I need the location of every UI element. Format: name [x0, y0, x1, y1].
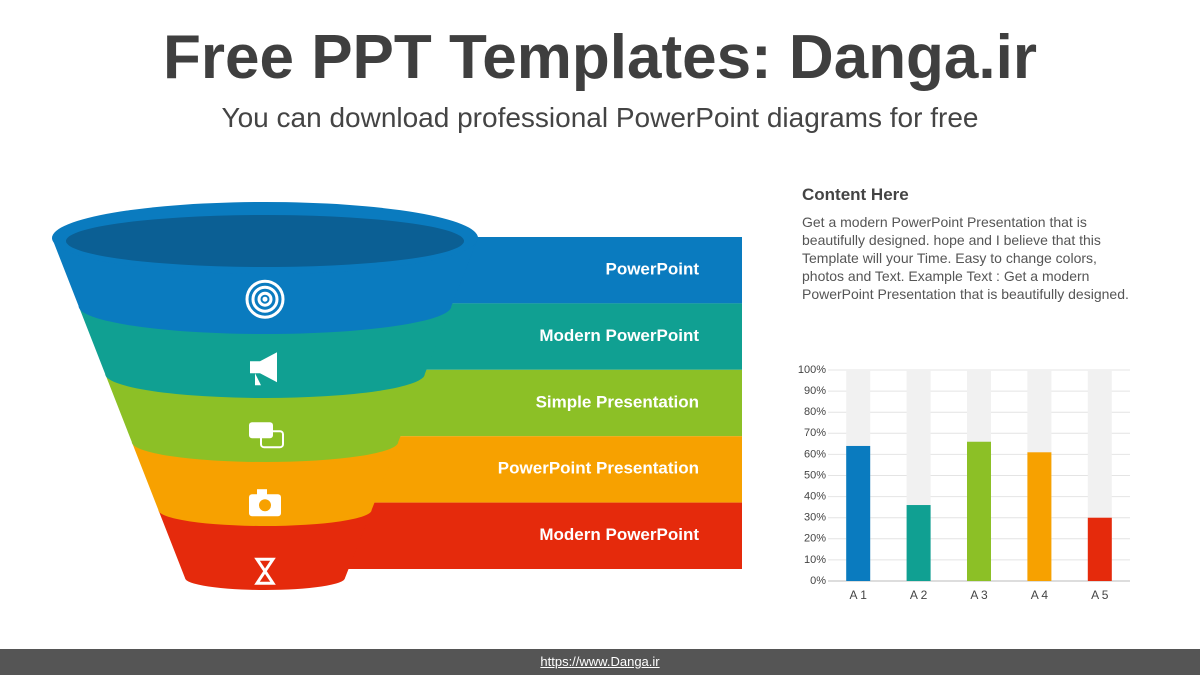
y-tick-label: 90%	[804, 385, 826, 397]
icon-part	[251, 285, 279, 313]
stage-icon	[245, 279, 285, 319]
icon-part	[245, 279, 285, 319]
content-title: Content Here	[802, 185, 909, 204]
footer-link[interactable]: https://www.Danga.ir	[540, 654, 660, 669]
y-tick-label: 10%	[804, 554, 826, 566]
bar	[1087, 517, 1112, 581]
funnel-opening	[66, 215, 464, 267]
stage-icon	[250, 352, 277, 386]
y-tick-label: 0%	[810, 575, 826, 587]
x-tick-label: A 3	[970, 588, 988, 602]
stage-label: Modern PowerPoint	[539, 525, 699, 544]
funnel-band	[131, 442, 399, 527]
bar	[967, 441, 991, 581]
stage-icon	[249, 489, 281, 517]
x-tick-label: A 2	[910, 588, 928, 602]
y-tick-label: 60%	[804, 448, 826, 460]
y-tick-label: 70%	[804, 427, 826, 439]
stage-icon	[249, 422, 284, 449]
bar-chart: 0% 10% 20% 30% 40% 50% 60% 70% 80% 90% 100% A 1 A 2 A…	[798, 364, 1130, 602]
stage-label: PowerPoint	[605, 259, 699, 278]
y-tick-label: 40%	[804, 491, 826, 503]
x-tick-label: A 5	[1091, 588, 1109, 602]
bar	[1027, 452, 1052, 581]
title: Free PPT Templates: Danga.ir	[163, 23, 1037, 92]
icon-part	[254, 557, 276, 585]
stage-bar	[345, 502, 742, 569]
icon-part	[257, 489, 267, 496]
content-body: Get a modern PowerPoint Presentation tha…	[802, 214, 1129, 302]
icon-part	[249, 422, 273, 439]
bar	[846, 445, 871, 581]
icon-part	[250, 352, 277, 386]
stage-label: Simple Presentation	[536, 392, 699, 411]
funnel: PowerPoint Modern PowerPoint Simple Presen…	[52, 202, 742, 591]
icon-part	[259, 499, 271, 512]
y-tick-label: 80%	[804, 406, 826, 418]
y-tick-label: 20%	[804, 533, 826, 545]
stage-label: Modern PowerPoint	[539, 326, 699, 345]
footer-bar	[0, 649, 1200, 675]
y-tick-label: 50%	[804, 469, 826, 481]
x-tick-label: A 4	[1031, 588, 1049, 602]
y-tick-label: 100%	[798, 364, 826, 376]
icon-part	[260, 430, 284, 449]
stage-bar	[345, 436, 742, 503]
x-tick-label: A 1	[850, 588, 868, 602]
subtitle: You can download professional PowerPoint…	[221, 102, 979, 133]
icon-part	[257, 291, 273, 307]
funnel-band	[158, 510, 372, 591]
bar	[906, 505, 931, 581]
y-tick-label: 30%	[804, 512, 826, 524]
stage-label: PowerPoint Presentation	[498, 459, 699, 478]
icon-part	[262, 296, 268, 302]
stage-icon	[254, 557, 276, 585]
funnel-band	[105, 374, 425, 463]
